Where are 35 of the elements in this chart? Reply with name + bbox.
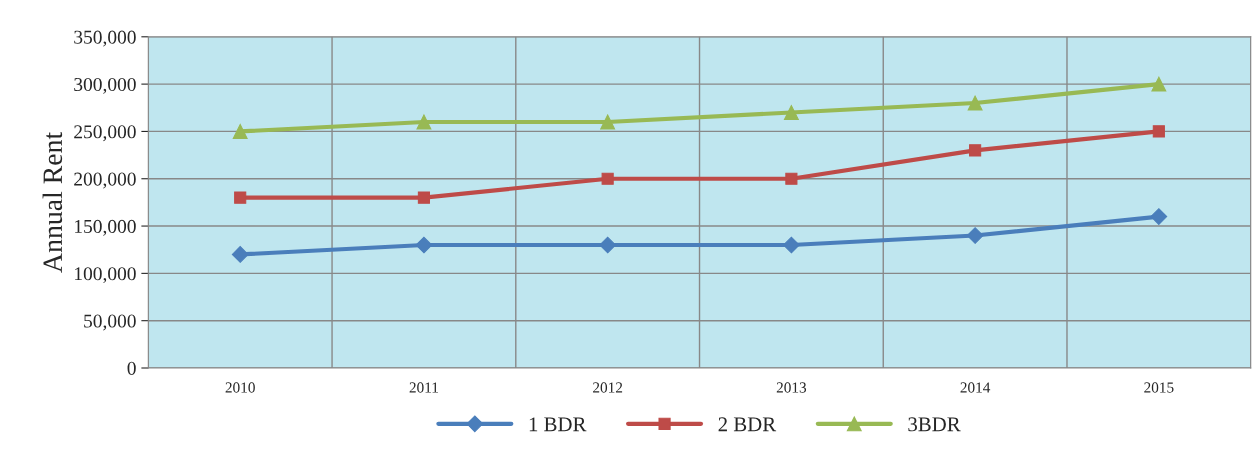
x-tick-label: 2011	[409, 382, 438, 393]
point	[601, 172, 614, 185]
point	[415, 236, 433, 254]
point	[1151, 76, 1167, 92]
point	[231, 246, 249, 263]
y-tick-label: 50,000	[84, 314, 136, 331]
y-tick-label: 250,000	[74, 125, 136, 142]
y-tick-label: 350,000	[74, 30, 136, 47]
x-tick-label: 2010	[225, 382, 255, 393]
y-tick-label: 200,000	[74, 172, 136, 189]
point	[1150, 208, 1168, 225]
point	[1152, 125, 1165, 138]
point	[966, 227, 984, 244]
point	[234, 191, 247, 204]
point	[416, 114, 432, 130]
point	[969, 144, 982, 157]
point	[783, 105, 799, 120]
point	[785, 172, 798, 185]
legend-label: 2 BDR	[718, 417, 777, 432]
point	[967, 95, 983, 111]
y-tick-label: 0	[127, 361, 136, 375]
x-tick-label: 2015	[1144, 382, 1174, 393]
x-tick-label: 2013	[776, 382, 807, 393]
legend-label: 3BDR	[908, 417, 961, 432]
y-tick-label: 100,000	[75, 267, 136, 284]
y-tick-label: 300,000	[74, 77, 136, 94]
y-axis-title: Annual Rent	[42, 131, 63, 273]
x-tick-label: 2012	[593, 382, 623, 393]
x-tick-label: 2014	[960, 382, 991, 393]
point	[232, 123, 248, 139]
legend-label: 1 BDR	[529, 417, 587, 432]
point	[417, 191, 430, 204]
point	[783, 236, 800, 254]
point	[600, 114, 616, 130]
y-tick-label: 150,000	[75, 219, 136, 236]
